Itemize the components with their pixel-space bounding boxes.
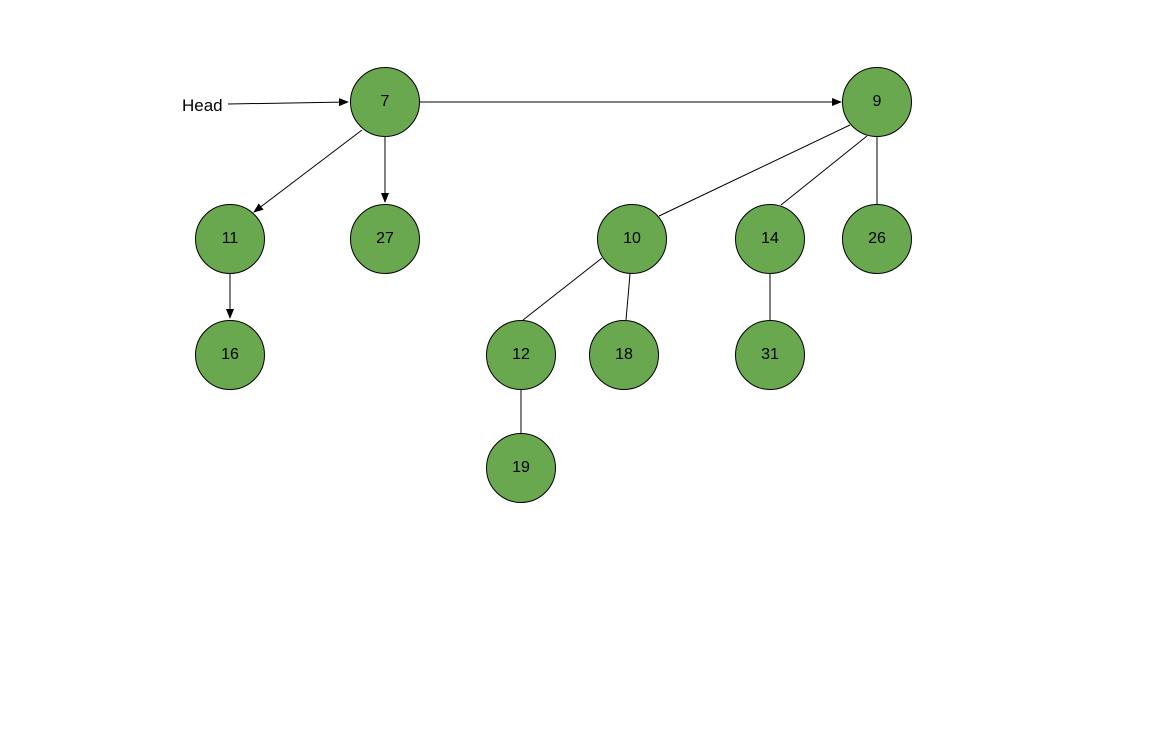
node-14: 14	[735, 204, 805, 274]
node-18: 18	[589, 320, 659, 390]
node-11: 11	[195, 204, 265, 274]
edge	[659, 125, 850, 216]
node-12: 12	[486, 320, 556, 390]
edge-layer	[0, 0, 1162, 739]
edge	[228, 102, 348, 104]
node-9: 9	[842, 67, 912, 137]
node-16: 16	[195, 320, 265, 390]
node-19: 19	[486, 433, 556, 503]
node-27: 27	[350, 204, 420, 274]
edge	[254, 130, 362, 212]
node-7: 7	[350, 67, 420, 137]
edge	[523, 258, 602, 320]
edge	[781, 136, 867, 205]
head-label: Head	[182, 96, 223, 116]
node-10: 10	[597, 204, 667, 274]
node-31: 31	[735, 320, 805, 390]
edge	[626, 274, 630, 320]
node-26: 26	[842, 204, 912, 274]
